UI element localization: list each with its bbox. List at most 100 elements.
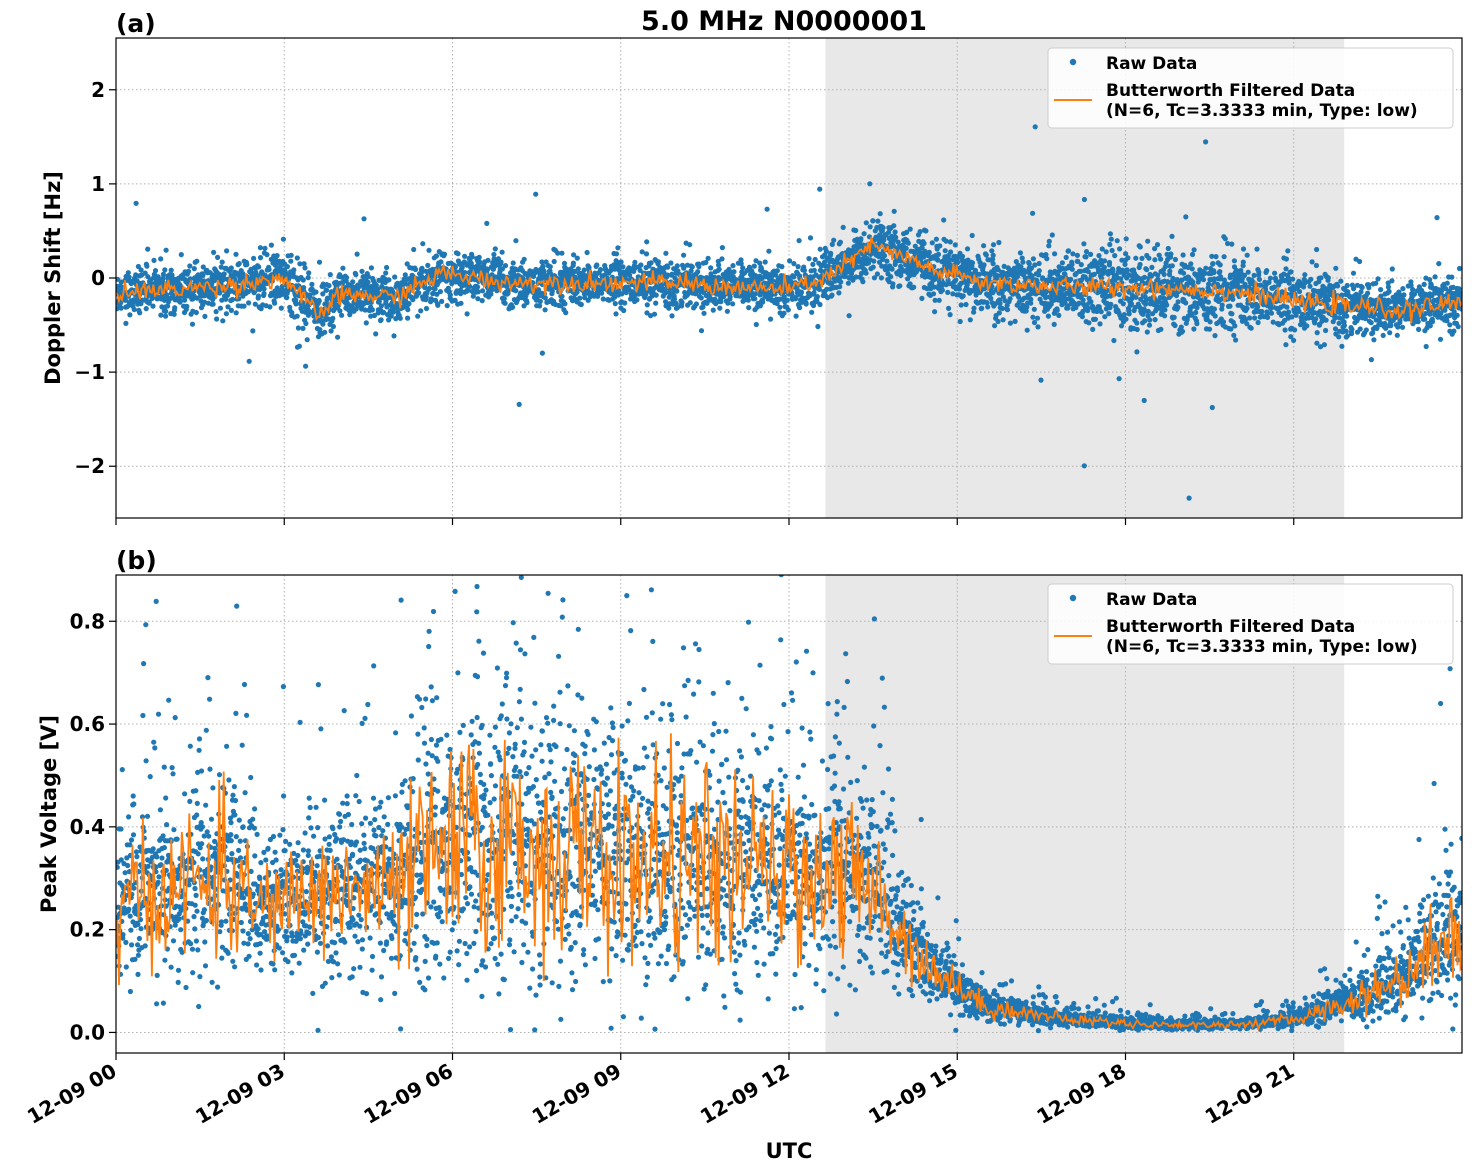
raw-data-point (1149, 264, 1155, 270)
raw-data-point (1116, 292, 1122, 298)
raw-data-point (381, 309, 387, 315)
raw-data-point (1141, 274, 1148, 280)
raw-data-point (1152, 257, 1158, 263)
raw-data-point (893, 234, 899, 240)
raw-data-point (374, 286, 381, 292)
raw-data-point (1231, 258, 1237, 264)
raw-data-point (1063, 254, 1069, 260)
raw-data-point (897, 283, 903, 289)
raw-data-point (1268, 310, 1275, 316)
raw-data-point (1112, 253, 1118, 259)
raw-data-point (171, 311, 177, 317)
raw-data-point (1031, 319, 1038, 326)
raw-data-point (1012, 318, 1018, 324)
raw-data-point (1123, 236, 1129, 242)
raw-data-point (251, 255, 257, 261)
raw-data-point (579, 282, 585, 288)
raw-data-point (1030, 210, 1036, 216)
raw-data-point (1245, 269, 1251, 275)
raw-data-point (383, 298, 389, 304)
raw-data-point (524, 300, 530, 306)
raw-data-point (1085, 305, 1091, 311)
raw-data-point (404, 261, 410, 267)
raw-data-point (1363, 327, 1369, 333)
raw-data-point (1247, 315, 1253, 321)
raw-data-point (1117, 246, 1123, 252)
raw-data-point (1264, 268, 1270, 274)
raw-data-point (674, 263, 680, 269)
raw-data-point (168, 267, 174, 273)
raw-data-point (412, 266, 419, 273)
raw-data-point (1121, 312, 1127, 318)
raw-data-point (665, 264, 671, 270)
raw-data-point (724, 308, 731, 314)
raw-data-point (462, 253, 468, 259)
raw-data-point (1314, 330, 1320, 336)
raw-data-point (1256, 276, 1262, 282)
raw-data-point (1341, 323, 1347, 329)
raw-data-point (1046, 238, 1052, 244)
raw-data-point (1314, 246, 1320, 253)
raw-data-point (1052, 251, 1058, 257)
raw-data-point (480, 288, 486, 294)
raw-data-point (390, 309, 396, 315)
raw-data-point (244, 261, 250, 268)
raw-data-point (840, 224, 846, 230)
raw-data-point (455, 251, 461, 257)
raw-data-point (989, 248, 995, 254)
raw-data-point (1272, 270, 1278, 276)
raw-data-point (863, 220, 869, 226)
raw-data-point (499, 266, 505, 272)
raw-data-point (1205, 299, 1211, 305)
raw-data-point (1206, 326, 1213, 332)
raw-data-point (1231, 332, 1237, 338)
raw-data-point (921, 240, 927, 246)
raw-data-point (359, 268, 365, 274)
raw-data-point (1056, 312, 1062, 318)
raw-data-point (386, 295, 392, 301)
raw-data-point (867, 224, 873, 230)
raw-data-point (1203, 265, 1209, 271)
raw-data-point (1144, 267, 1150, 273)
raw-data-point (1254, 246, 1260, 252)
raw-data-point (337, 308, 343, 314)
raw-data-point (452, 264, 458, 270)
raw-data-point (297, 261, 303, 267)
raw-data-point (353, 272, 359, 278)
raw-data-point (256, 264, 262, 270)
raw-data-point (209, 281, 215, 287)
raw-data-point (1282, 327, 1288, 333)
raw-data-point (1000, 317, 1006, 323)
raw-data-point (809, 309, 815, 315)
raw-data-point (435, 302, 441, 308)
raw-data-point (996, 239, 1002, 246)
raw-data-point (476, 254, 482, 260)
raw-data-point (294, 255, 300, 261)
raw-data-point (779, 264, 785, 270)
raw-data-point (1357, 258, 1363, 265)
raw-data-point (459, 264, 465, 271)
raw-data-point (1189, 266, 1195, 272)
raw-data-point (764, 206, 770, 212)
raw-data-point (444, 303, 450, 309)
raw-data-point (817, 186, 823, 192)
raw-data-point (695, 269, 701, 275)
raw-data-point (1394, 332, 1400, 338)
raw-data-point (383, 270, 389, 276)
raw-data-point (138, 267, 144, 273)
raw-data-point (1211, 269, 1217, 276)
raw-data-point (936, 297, 942, 303)
raw-data-point (200, 264, 206, 270)
raw-data-point (126, 274, 132, 280)
raw-data-point (1325, 275, 1331, 281)
raw-data-point (221, 271, 227, 277)
raw-data-point (300, 325, 306, 331)
raw-data-point (1083, 254, 1089, 260)
raw-data-point (701, 310, 707, 316)
raw-data-point (1145, 238, 1151, 244)
raw-data-point (1378, 287, 1384, 293)
raw-data-point (1267, 275, 1273, 281)
raw-data-point (295, 325, 301, 331)
raw-data-point (306, 270, 312, 276)
raw-data-point (365, 279, 371, 285)
